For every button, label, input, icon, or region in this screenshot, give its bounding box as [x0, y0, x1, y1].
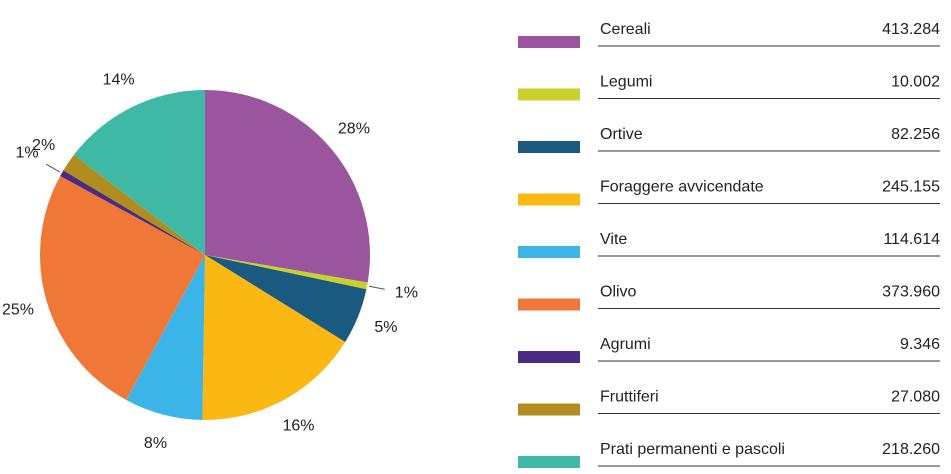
percent-label: 16%: [282, 417, 314, 434]
legend-value: 10.002: [891, 74, 940, 91]
legend-label: Ortive: [600, 126, 643, 143]
legend-swatch: [518, 88, 580, 101]
legend-value: 245.155: [882, 179, 940, 196]
pie-slice: [205, 255, 367, 342]
pie-slice: [205, 255, 368, 290]
legend-label: Vite: [600, 231, 627, 248]
pie-slice: [73, 90, 206, 255]
pie-slice: [205, 90, 370, 283]
leader-line: [368, 285, 385, 290]
legend-swatch: [518, 456, 580, 468]
legend-swatch: [518, 246, 580, 258]
pie-slice: [126, 255, 205, 420]
legend-label: Prati permanenti e pascoli: [600, 441, 785, 458]
legend-label: Olivo: [600, 284, 637, 301]
legend-swatch: [518, 403, 580, 416]
legend-swatch: [518, 298, 580, 311]
legend-value: 27.080: [891, 389, 940, 406]
pie-slice: [63, 154, 205, 255]
legend-swatch: [518, 36, 580, 48]
legend-value: 413.284: [882, 21, 940, 38]
legend-value: 373.960: [882, 284, 940, 301]
legend-swatch: [518, 351, 580, 363]
legend-value: 218.260: [882, 441, 940, 458]
legend-label: Fruttiferi: [600, 389, 659, 406]
percent-label: 5%: [374, 319, 397, 336]
percent-label: 1%: [395, 285, 418, 302]
pie-slice: [39, 175, 205, 400]
leader-line: [45, 163, 61, 173]
percent-label: 1%: [15, 144, 38, 161]
legend-label: Foraggere avvicendate: [600, 179, 764, 196]
percent-label: 2%: [32, 137, 55, 154]
legend-label: Cereali: [600, 21, 651, 38]
legend-value: 82.256: [891, 126, 940, 143]
legend-value: 114.614: [883, 231, 940, 248]
percent-label: 8%: [144, 435, 167, 452]
percent-label: 25%: [2, 301, 34, 318]
legend-label: Agrumi: [600, 336, 651, 353]
legend-value: 9.346: [900, 336, 940, 353]
legend-label: Legumi: [600, 74, 652, 91]
pie-slice: [60, 170, 205, 255]
percent-label: 28%: [338, 120, 370, 137]
legend-swatch: [518, 193, 580, 206]
percent-label: 14%: [103, 71, 135, 88]
legend-swatch: [518, 141, 580, 153]
pie-slice: [202, 255, 346, 420]
